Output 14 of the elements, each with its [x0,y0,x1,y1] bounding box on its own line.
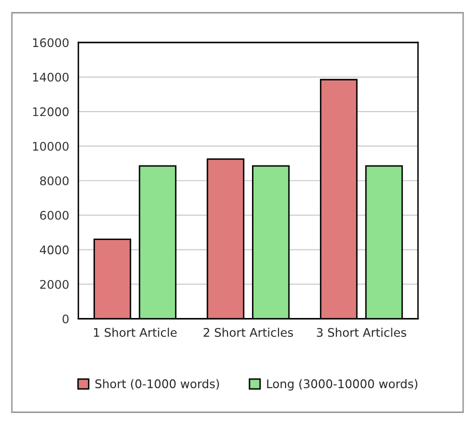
x-tick-label: 3 Short Articles [316,328,406,337]
y-tick-label: 12000 [33,107,69,116]
y-tick-label: 0 [62,314,69,324]
y-tick-label: 4000 [40,245,69,254]
y-tick-label: 16000 [33,38,69,48]
legend-label: Long (3000-10000 words) [267,379,418,391]
y-tick-label: 2000 [40,280,69,289]
x-tick-label: 2 Short Articles [204,328,293,337]
y-tick-label: 10000 [33,142,69,151]
y-tick-label: 8000 [40,176,69,186]
y-tick-label: 6000 [40,210,69,220]
x-tick-label: 1 Short Article [94,328,177,337]
legend-label: Short (0-1000 words) [95,379,219,390]
y-tick-label: 14000 [33,72,69,82]
